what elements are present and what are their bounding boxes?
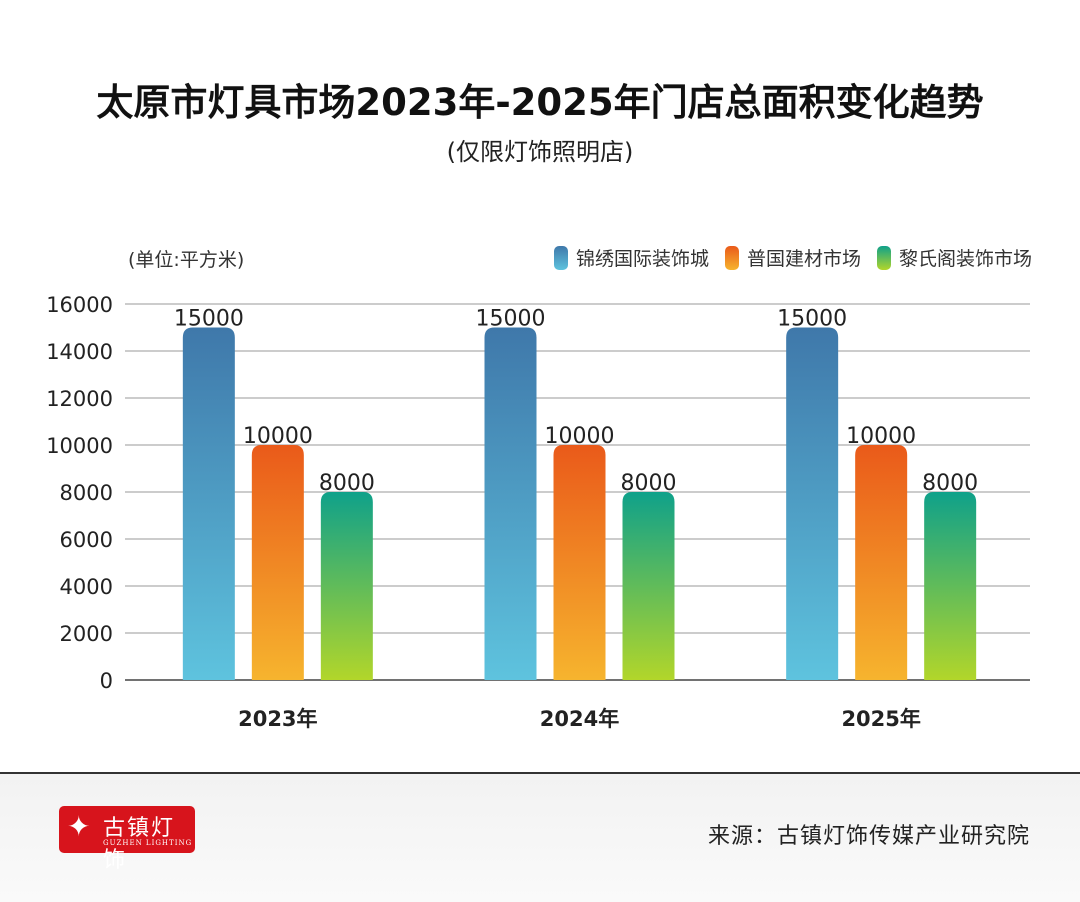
- y-tick-label: 14000: [46, 340, 113, 364]
- y-tick-label: 16000: [46, 293, 113, 317]
- logo: ✦ 古镇灯饰 GUZHEN LIGHTING: [59, 806, 195, 873]
- y-tick-label: 12000: [46, 387, 113, 411]
- bar: [924, 492, 977, 680]
- y-tick-label: 6000: [60, 528, 113, 552]
- data-label: 10000: [545, 424, 615, 449]
- data-label: 8000: [922, 471, 978, 496]
- data-label: 8000: [319, 471, 375, 496]
- bar: [182, 327, 235, 680]
- legend-item: 普国建材市场: [724, 244, 861, 271]
- bar: [320, 492, 373, 680]
- bar: [855, 445, 908, 680]
- data-label: 15000: [777, 307, 847, 332]
- logo-text: 古镇灯饰: [103, 816, 176, 873]
- data-label: 15000: [174, 307, 244, 332]
- legend-label: 普国建材市场: [746, 248, 861, 270]
- x-tick-label: 2023年: [238, 707, 317, 731]
- legend-label: 黎氏阁装饰市场: [898, 248, 1032, 270]
- x-tick-label: 2025年: [841, 707, 920, 731]
- data-label: 8000: [621, 471, 677, 496]
- bar: [251, 445, 304, 680]
- bar-chart: 0200040006000800010000120001400016000150…: [46, 293, 1030, 731]
- legend-swatch: [553, 245, 568, 270]
- legend-item: 锦绣国际装饰城: [553, 244, 709, 271]
- data-label: 10000: [846, 424, 916, 449]
- data-label: 10000: [243, 424, 313, 449]
- legend-item: 黎氏阁装饰市场: [876, 244, 1032, 271]
- x-tick-label: 2024年: [540, 707, 619, 731]
- legend: 锦绣国际装饰城 普国建材市场 黎氏阁装饰市场: [553, 244, 1032, 271]
- bar: [786, 327, 839, 680]
- chart-title: 太原市灯具市场2023年-2025年门店总面积变化趋势: [96, 81, 984, 124]
- bar: [553, 445, 606, 680]
- logo-subtext: GUZHEN LIGHTING: [103, 839, 193, 847]
- legend-label: 锦绣国际装饰城: [575, 248, 709, 270]
- y-tick-label: 10000: [46, 434, 113, 458]
- legend-swatch: [724, 245, 739, 270]
- legend-swatch: [876, 245, 891, 270]
- chart-subtitle: (仅限灯饰照明店): [446, 138, 634, 166]
- y-tick-label: 4000: [60, 575, 113, 599]
- y-tick-label: 0: [100, 669, 113, 693]
- source-note: 来源：古镇灯饰传媒产业研究院: [707, 824, 1030, 849]
- logo-star-icon: ✦: [67, 810, 91, 843]
- bar: [622, 492, 675, 680]
- y-tick-label: 8000: [60, 481, 113, 505]
- y-tick-label: 2000: [60, 622, 113, 646]
- unit-label: (单位:平方米): [128, 249, 245, 271]
- data-label: 15000: [476, 307, 546, 332]
- bar: [484, 327, 537, 680]
